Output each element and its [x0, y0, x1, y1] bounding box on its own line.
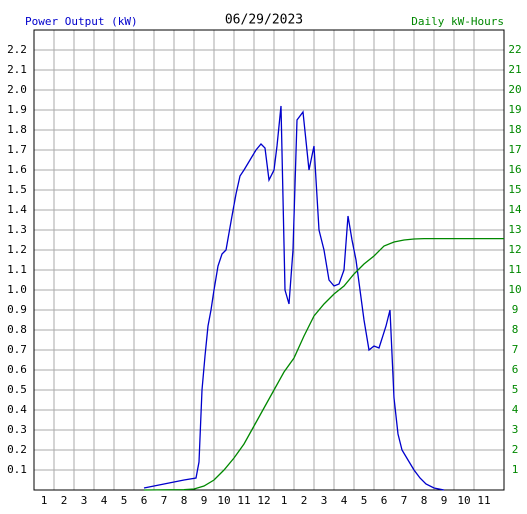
y-tick-label: 0.4 — [7, 403, 27, 416]
y2-tick-label: 12 — [508, 243, 521, 256]
y-tick-label: 1.7 — [7, 143, 27, 156]
y2-tick-label: 22 — [508, 43, 521, 56]
y2-tick-label: 19 — [508, 103, 521, 116]
y2-tick-label: 11 — [508, 263, 521, 276]
x-tick-label: 2 — [301, 494, 308, 507]
x-tick-label: 3 — [81, 494, 88, 507]
y-tick-label: 1.4 — [7, 203, 27, 216]
y2-tick-label: 7 — [512, 343, 519, 356]
x-tick-label: 11 — [477, 494, 490, 507]
y-tick-label: 1.5 — [7, 183, 27, 196]
x-tick-label: 7 — [401, 494, 408, 507]
x-tick-label: 6 — [381, 494, 388, 507]
y2-tick-label: 16 — [508, 163, 521, 176]
plot-border — [33, 29, 505, 491]
y-tick-label: 0.1 — [7, 463, 27, 476]
y-tick-label: 0.2 — [7, 443, 27, 456]
y-tick-label: 2.2 — [7, 43, 27, 56]
x-tick-label: 5 — [121, 494, 128, 507]
y2-tick-label: 14 — [508, 203, 522, 216]
data-line — [143, 105, 445, 491]
x-tick-label: 9 — [441, 494, 448, 507]
x-tick-label: 8 — [181, 494, 188, 507]
y-tick-label: 0.6 — [7, 363, 27, 376]
x-tick-label: 10 — [217, 494, 230, 507]
x-tick-label: 1 — [41, 494, 48, 507]
y2-tick-label: 8 — [512, 323, 519, 336]
y2-tick-label: 18 — [508, 123, 521, 136]
y2-axis-label: Daily kW-Hours — [411, 15, 504, 28]
y-tick-label: 1.0 — [7, 283, 27, 296]
y2-tick-label: 6 — [512, 363, 519, 376]
y-tick-label: 0.3 — [7, 423, 27, 436]
y-tick-label: 1.1 — [7, 263, 27, 276]
y2-tick-label: 10 — [508, 283, 521, 296]
x-tick-label: 12 — [257, 494, 270, 507]
chart-title: 06/29/2023 — [225, 13, 303, 28]
x-tick-label: 4 — [341, 494, 348, 507]
y-tick-label: 0.5 — [7, 383, 27, 396]
y2-tick-label: 9 — [512, 303, 519, 316]
y2-tick-label: 2 — [512, 443, 519, 456]
y2-tick-label: 15 — [508, 183, 521, 196]
x-tick-label: 6 — [141, 494, 148, 507]
y-tick-label: 2.0 — [7, 83, 27, 96]
y-tick-label: 2.1 — [7, 63, 27, 76]
y-axis-label: Power Output (kW) — [25, 15, 138, 28]
y-tick-label: 1.2 — [7, 243, 27, 256]
y-tick-label: 0.8 — [7, 323, 27, 336]
x-tick-label: 4 — [101, 494, 108, 507]
y2-tick-label: 3 — [512, 423, 519, 436]
x-tick-label: 5 — [361, 494, 368, 507]
y-tick-label: 1.3 — [7, 223, 27, 236]
y-tick-label: 0.7 — [7, 343, 27, 356]
y2-tick-label: 4 — [512, 403, 519, 416]
y2-tick-label: 13 — [508, 223, 521, 236]
x-tick-label: 8 — [421, 494, 428, 507]
x-tick-label: 3 — [321, 494, 328, 507]
y2-tick-label: 5 — [512, 383, 519, 396]
y2-tick-label: 21 — [508, 63, 521, 76]
y2-tick-label: 17 — [508, 143, 521, 156]
y-tick-label: 0.9 — [7, 303, 27, 316]
y-tick-label: 1.9 — [7, 103, 27, 116]
y2-tick-label: 20 — [508, 83, 521, 96]
x-tick-label: 7 — [161, 494, 168, 507]
x-tick-label: 2 — [61, 494, 68, 507]
y-tick-label: 1.8 — [7, 123, 27, 136]
data-line — [143, 237, 504, 491]
y2-tick-label: 1 — [512, 463, 519, 476]
x-tick-label: 11 — [237, 494, 250, 507]
y-tick-label: 1.6 — [7, 163, 27, 176]
x-tick-label: 1 — [281, 494, 288, 507]
x-tick-label: 10 — [457, 494, 470, 507]
x-tick-label: 9 — [201, 494, 208, 507]
